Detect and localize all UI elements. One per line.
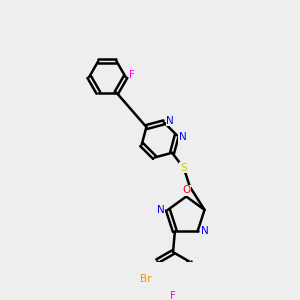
Text: O: O <box>182 185 190 195</box>
Text: N: N <box>179 132 187 142</box>
Text: N: N <box>166 116 174 125</box>
Text: N: N <box>201 226 209 236</box>
Text: N: N <box>157 205 164 215</box>
Text: Br: Br <box>140 274 151 284</box>
Text: S: S <box>180 163 187 172</box>
Text: F: F <box>170 291 176 300</box>
Text: F: F <box>129 70 135 80</box>
